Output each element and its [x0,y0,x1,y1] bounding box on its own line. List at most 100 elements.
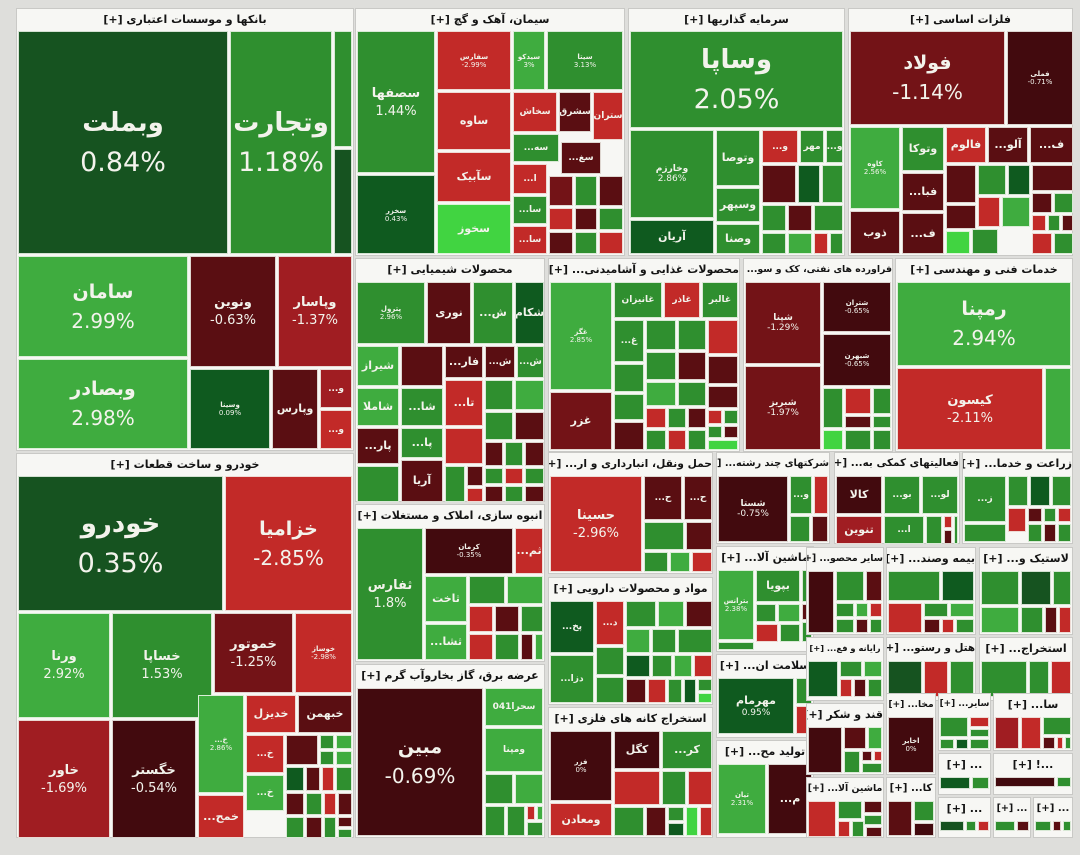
tile-cell[interactable] [596,647,624,675]
tile-cell[interactable] [914,823,934,836]
tile-cell[interactable] [686,601,712,627]
tile[interactable]: سخوز [437,204,511,254]
tile-cell[interactable] [467,488,483,502]
tile-cell[interactable] [1021,607,1043,633]
sector-header[interactable]: ... [+] [1036,803,1070,814]
tile-cell[interactable] [485,486,503,502]
tile[interactable]: آلو... [988,127,1028,163]
tile-cell[interactable] [873,430,891,450]
tile-cell[interactable] [1029,661,1049,697]
tile-cell[interactable] [852,821,864,837]
tile[interactable]: ذوب [850,211,900,254]
sector-header[interactable]: ماشین آلا... [+] [807,783,883,794]
tile-cell[interactable] [286,793,304,815]
tile-cell[interactable] [646,807,666,836]
tile-cell[interactable] [995,717,1019,749]
tile-cell[interactable] [662,771,686,805]
tile-cell[interactable] [485,412,513,440]
tile-cell[interactable] [469,606,493,632]
tile-cell[interactable] [788,205,812,231]
tile-cell[interactable] [788,233,812,254]
tile-cell[interactable] [762,165,796,203]
tile[interactable]: سآبیک [437,152,511,202]
sector-header[interactable]: کا... [+] [889,783,933,794]
tile-cell[interactable] [575,176,597,206]
tile-cell[interactable] [694,655,712,677]
tile-cell[interactable] [972,229,998,254]
tile-cell[interactable] [678,629,712,653]
tile-cell[interactable] [814,476,828,514]
tile[interactable]: و... [320,410,352,449]
tile-cell[interactable] [678,352,706,380]
tile-cell[interactable] [599,232,623,254]
tile-cell[interactable] [946,165,976,203]
tile[interactable]: تیان 2.31% [718,764,766,834]
tile-cell[interactable] [338,817,352,827]
tile[interactable]: ساوه [437,92,511,150]
tile[interactable]: سا... [513,226,547,254]
tile-cell[interactable] [626,629,650,653]
tile-cell[interactable] [1021,717,1041,749]
tile-cell[interactable] [614,807,644,836]
tile-cell[interactable] [401,346,443,386]
tile[interactable]: شتران -0.65% [823,282,891,332]
tile-cell[interactable] [1032,215,1046,231]
tile-cell[interactable] [334,149,352,254]
tile[interactable]: و... [762,130,798,163]
tile-cell[interactable] [698,679,712,691]
tile-cell[interactable] [575,208,597,230]
tile[interactable]: وتوکا [902,127,944,171]
tile-cell[interactable] [626,601,656,627]
tile[interactable]: تنوین [836,516,882,544]
tile-cell[interactable] [336,735,352,749]
tile-cell[interactable] [599,176,623,206]
tile-cell[interactable] [336,767,352,791]
tile-cell[interactable] [808,571,834,633]
tile-cell[interactable] [525,468,544,484]
tile-cell[interactable] [648,679,666,703]
tile-cell[interactable] [614,364,644,392]
tile-cell[interactable] [286,817,304,838]
tile[interactable]: وتوصا [716,130,760,186]
tile-cell[interactable] [1051,661,1071,697]
tile-cell[interactable] [1043,717,1071,735]
sector-header[interactable]: رایانه و فع... [+] [809,643,881,653]
tile[interactable]: وصنا [716,224,760,254]
tile-cell[interactable] [1008,165,1030,195]
tile[interactable]: مبین -0.69% [357,688,483,836]
tile-cell[interactable] [708,440,738,450]
tile-cell[interactable] [914,801,934,821]
sector-header[interactable]: بیمه وصند... [+] [887,552,975,565]
tile[interactable]: خوساز -2.98% [295,613,352,693]
tile[interactable]: ش... [485,346,515,378]
tile-cell[interactable] [537,806,543,820]
tile-cell[interactable] [324,793,336,815]
tile[interactable]: آریان [630,220,714,254]
tile-cell[interactable] [888,661,922,697]
tile-cell[interactable] [644,552,668,572]
tile-cell[interactable] [1054,193,1073,213]
tile-cell[interactable] [822,165,843,203]
sector-header[interactable]: زراعت و خدما... [+] [963,457,1072,470]
tile[interactable]: سا... [513,196,547,224]
tile-cell[interactable] [652,655,672,677]
tile-cell[interactable] [870,603,882,617]
tile-cell[interactable] [956,739,968,749]
tile-cell[interactable] [924,603,948,617]
tile-cell[interactable] [1059,607,1071,633]
tile[interactable]: پا... [401,428,443,458]
tile-cell[interactable] [708,320,738,354]
sector-header[interactable]: عرضه برق، گاز بخاروآب گرم [+] [361,669,539,682]
tile-cell[interactable] [338,793,352,815]
tile-cell[interactable] [856,603,868,617]
tile-cell[interactable] [614,422,644,450]
tile-cell[interactable] [1062,215,1073,231]
tile[interactable]: ثاخت [425,576,467,622]
tile-cell[interactable] [1054,233,1073,254]
tile-cell[interactable] [864,815,882,825]
tile-cell[interactable] [823,388,843,428]
sector-header[interactable]: محصولات غذایی و آشامیدنی... [+] [549,263,739,276]
sector-header[interactable]: ... [+] [946,802,983,815]
tile[interactable]: ا... [513,164,547,194]
tile-cell[interactable] [864,661,882,677]
